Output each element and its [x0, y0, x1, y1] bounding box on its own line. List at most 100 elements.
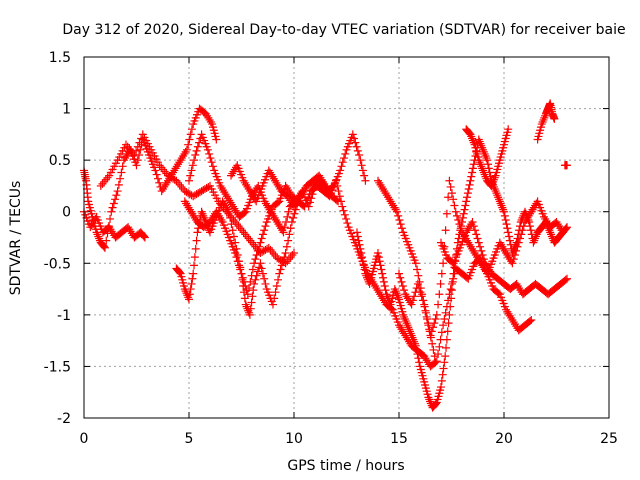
data-point [463, 193, 472, 202]
data-point [550, 114, 559, 123]
data-point [378, 269, 387, 278]
data-point [190, 191, 199, 200]
data-point [187, 207, 196, 216]
data-point [496, 199, 505, 208]
data-point [515, 234, 524, 243]
data-point [162, 178, 171, 187]
data-point [188, 161, 197, 170]
data-point [387, 199, 396, 208]
data-point [280, 253, 289, 262]
data-point [524, 211, 533, 220]
data-point [116, 174, 125, 183]
data-point [350, 134, 359, 143]
data-point [375, 178, 384, 187]
data-point [158, 185, 167, 194]
data-point [513, 281, 522, 290]
data-point [208, 213, 217, 222]
data-point [139, 231, 148, 240]
data-point [231, 206, 240, 215]
data-point [523, 213, 532, 222]
data-point [466, 242, 475, 251]
data-point [399, 310, 408, 319]
data-point [376, 180, 385, 189]
data-point [103, 173, 112, 182]
data-point [377, 182, 386, 191]
data-point [271, 288, 280, 297]
data-point [107, 207, 116, 216]
data-point [94, 232, 103, 241]
data-point [474, 238, 483, 247]
data-point [441, 226, 450, 235]
data-point [245, 284, 254, 293]
data-point [432, 310, 441, 319]
data-point [185, 290, 194, 299]
data-point [384, 193, 393, 202]
data-point [361, 269, 370, 278]
data-point [429, 345, 438, 354]
data-point [221, 201, 230, 210]
data-point [439, 364, 448, 373]
data-point [186, 130, 195, 139]
data-point [234, 261, 243, 270]
data-point [133, 142, 142, 151]
data-point [290, 209, 299, 218]
data-point [481, 152, 490, 161]
data-point [190, 156, 199, 165]
data-point [195, 188, 204, 197]
data-point [187, 166, 196, 175]
data-point [109, 199, 118, 208]
data-point [371, 281, 380, 290]
data-point [380, 281, 389, 290]
data-point [459, 230, 468, 239]
data-point [416, 288, 425, 297]
data-point [236, 265, 245, 274]
data-point [468, 164, 477, 173]
data-point [408, 333, 417, 342]
data-point [463, 226, 472, 235]
data-point [316, 173, 325, 182]
data-point [488, 179, 497, 188]
data-point [281, 248, 290, 257]
data-point [266, 245, 275, 254]
data-point [446, 182, 455, 191]
data-point [107, 227, 116, 236]
data-point [428, 339, 437, 348]
data-point [445, 310, 454, 319]
data-point [466, 176, 475, 185]
data-point [189, 269, 198, 278]
data-point [248, 238, 256, 247]
data-point [273, 180, 282, 189]
data-point [321, 181, 330, 190]
data-point [257, 234, 266, 243]
data-point [182, 289, 191, 298]
data-point [137, 134, 146, 143]
data-point [169, 174, 178, 183]
data-point [260, 274, 269, 283]
data-point [274, 255, 283, 264]
data-point [497, 201, 506, 210]
data-point [95, 234, 104, 243]
data-point [281, 181, 290, 190]
data-point [203, 145, 212, 154]
data-point [220, 188, 229, 197]
data-point [273, 218, 282, 227]
data-point [264, 203, 273, 212]
data-point [503, 251, 512, 260]
data-point [113, 187, 122, 196]
x-tick-label: 25 [600, 431, 618, 447]
data-point [362, 271, 371, 280]
y-tick-label: -0.5 [44, 256, 71, 272]
data-point [185, 205, 194, 214]
data-point [261, 199, 270, 208]
data-point [213, 209, 222, 218]
data-point [308, 190, 317, 199]
data-point [522, 215, 531, 224]
data-point [202, 183, 211, 192]
data-point [563, 223, 571, 232]
data-point [284, 207, 293, 216]
data-point [459, 209, 468, 218]
x-tick-label: 10 [285, 431, 303, 447]
data-point [171, 164, 180, 173]
data-point [126, 227, 135, 236]
data-point [282, 218, 291, 227]
